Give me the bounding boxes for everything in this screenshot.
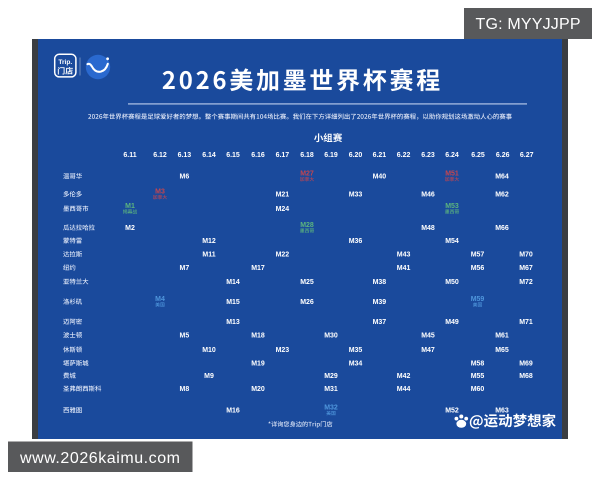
svg-text:M48: M48 [421,225,435,232]
svg-text:M26: M26 [300,299,314,306]
svg-text:6.18: 6.18 [300,152,314,159]
svg-text:M43: M43 [397,252,411,259]
svg-text:6.20: 6.20 [349,152,363,159]
svg-text:6.14: 6.14 [202,152,216,159]
svg-text:M61: M61 [495,333,509,340]
svg-text:6.13: 6.13 [178,152,192,159]
svg-text:M64: M64 [495,174,509,181]
svg-text:M10: M10 [202,347,216,354]
svg-text:6.21: 6.21 [373,152,387,159]
svg-text:6.12: 6.12 [153,152,167,159]
svg-text:6.23: 6.23 [421,152,435,159]
svg-text:M6: M6 [180,174,190,181]
svg-text:M57: M57 [471,252,485,259]
svg-text:M59: M59 [471,296,485,303]
svg-text:M54: M54 [445,238,459,245]
svg-text:M13: M13 [226,319,240,326]
svg-text:M65: M65 [495,347,509,354]
svg-text:6.27: 6.27 [520,152,534,159]
svg-text:M37: M37 [373,319,387,326]
svg-text:6.25: 6.25 [471,152,485,159]
svg-text:M19: M19 [251,361,265,368]
svg-text:M58: M58 [471,361,485,368]
svg-text:M33: M33 [349,192,363,199]
svg-text:M23: M23 [276,347,290,354]
svg-text:M46: M46 [421,192,435,199]
svg-text:M36: M36 [349,238,363,245]
svg-text:M12: M12 [202,238,216,245]
svg-text:M52: M52 [445,408,459,415]
svg-text:M62: M62 [495,192,509,199]
svg-text:6.26: 6.26 [496,152,510,159]
svg-text:M27: M27 [300,171,314,178]
svg-text:M67: M67 [519,265,533,272]
svg-text:M30: M30 [324,333,338,340]
svg-text:M22: M22 [276,252,290,259]
svg-text:6.24: 6.24 [445,152,459,159]
svg-text:M56: M56 [471,265,485,272]
svg-text:M24: M24 [276,206,290,213]
svg-text:M14: M14 [226,279,240,286]
svg-text:M4: M4 [155,296,165,303]
svg-text:M35: M35 [349,347,363,354]
svg-text:M71: M71 [519,319,533,326]
svg-text:6.11: 6.11 [123,152,136,159]
svg-text:M28: M28 [300,222,314,229]
svg-text:M55: M55 [471,373,485,380]
svg-text:M63: M63 [495,408,509,415]
svg-text:6.22: 6.22 [397,152,411,159]
svg-text:M7: M7 [180,265,190,272]
svg-text:M38: M38 [373,279,387,286]
svg-text:M53: M53 [445,203,459,210]
svg-text:M40: M40 [373,174,387,181]
svg-text:M68: M68 [519,373,533,380]
svg-text:M5: M5 [180,333,190,340]
svg-text:www.2026kaimu.com: www.2026kaimu.com [19,450,180,467]
svg-text:M8: M8 [180,386,190,393]
svg-text:M11: M11 [202,252,215,259]
svg-text:M29: M29 [324,373,338,380]
svg-text:M9: M9 [204,373,214,380]
svg-text:M70: M70 [519,252,533,259]
svg-text:M47: M47 [421,347,435,354]
svg-text:M66: M66 [495,225,509,232]
svg-text:M3: M3 [155,189,165,196]
svg-text:6.19: 6.19 [324,152,338,159]
svg-text:M18: M18 [251,333,265,340]
svg-text:M42: M42 [397,373,411,380]
svg-text:M16: M16 [226,408,240,415]
svg-text:M49: M49 [445,319,459,326]
svg-text:6.16: 6.16 [251,152,265,159]
svg-text:6.15: 6.15 [226,152,240,159]
svg-text:6.17: 6.17 [276,152,290,159]
svg-text:M15: M15 [226,299,240,306]
svg-text:M51: M51 [445,171,459,178]
svg-text:M39: M39 [373,299,387,306]
svg-text:M45: M45 [421,333,435,340]
svg-text:M20: M20 [251,386,265,393]
svg-text:M50: M50 [445,279,459,286]
svg-text:M21: M21 [276,192,290,199]
svg-text:M72: M72 [519,279,533,286]
svg-text:M32: M32 [324,405,338,412]
svg-text:M2: M2 [125,225,135,232]
svg-text:M31: M31 [324,386,338,393]
svg-text:M69: M69 [519,361,533,368]
svg-text:M60: M60 [471,386,485,393]
svg-text:M1: M1 [125,203,135,210]
svg-text:M44: M44 [397,386,411,393]
svg-text:TG: MYYJJPP: TG: MYYJJPP [476,16,581,33]
svg-text:Trip.: Trip. [58,59,72,66]
svg-text:M41: M41 [397,265,411,272]
svg-text:M17: M17 [251,265,265,272]
svg-text:M34: M34 [349,361,363,368]
svg-text:M25: M25 [300,279,314,286]
